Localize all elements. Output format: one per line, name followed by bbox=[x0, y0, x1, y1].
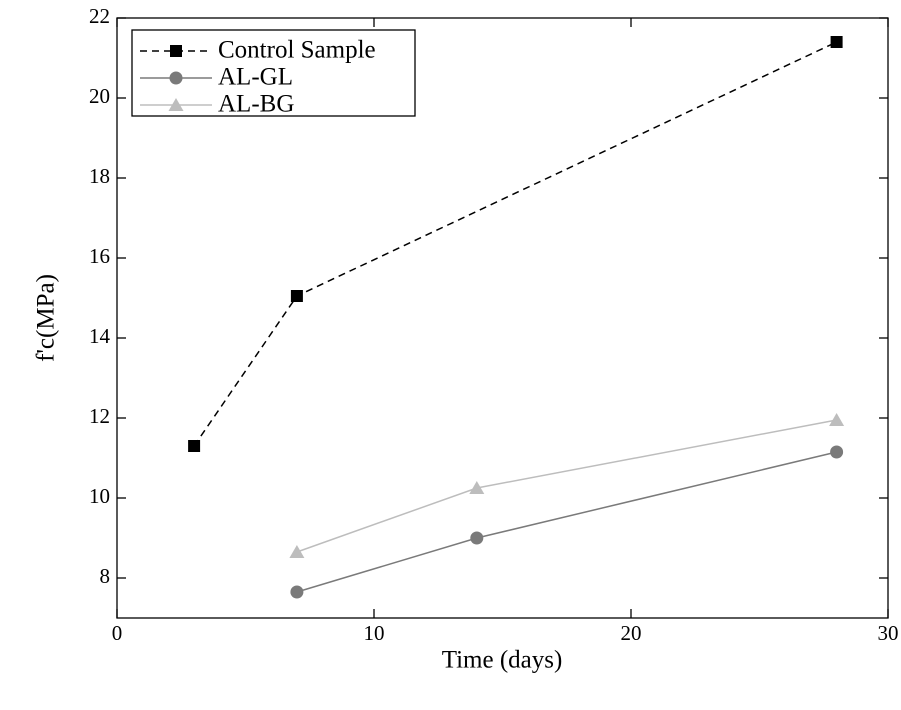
legend-label: Control Sample bbox=[218, 37, 376, 64]
x-tick-label: 10 bbox=[364, 621, 385, 645]
y-tick-label: 12 bbox=[89, 404, 110, 428]
marker bbox=[470, 531, 484, 545]
legend-label: AL-BG bbox=[218, 91, 294, 118]
y-axis-label: f'c(MPa) bbox=[33, 274, 60, 362]
marker bbox=[830, 36, 843, 48]
y-tick-label: 20 bbox=[89, 84, 110, 108]
x-axis-label: Time (days) bbox=[442, 647, 563, 674]
y-tick-label: 22 bbox=[89, 4, 110, 28]
x-tick-label: 30 bbox=[878, 621, 899, 645]
series-line bbox=[296, 451, 837, 593]
y-tick-label: 18 bbox=[89, 164, 110, 188]
marker bbox=[830, 445, 844, 459]
marker bbox=[290, 290, 303, 302]
x-tick-label: 20 bbox=[621, 621, 642, 645]
marker bbox=[469, 481, 485, 494]
marker bbox=[289, 545, 305, 558]
legend-marker bbox=[170, 45, 182, 57]
plot-frame bbox=[116, 17, 889, 619]
x-tick-label: 0 bbox=[112, 621, 123, 645]
y-tick-label: 10 bbox=[89, 484, 110, 508]
y-tick-label: 8 bbox=[100, 564, 111, 588]
y-tick-label: 14 bbox=[89, 324, 111, 348]
legend-label: AL-GL bbox=[218, 64, 293, 91]
series-line bbox=[296, 419, 837, 553]
marker bbox=[290, 585, 304, 599]
y-tick-label: 16 bbox=[89, 244, 110, 268]
marker bbox=[829, 413, 845, 426]
marker bbox=[188, 440, 201, 452]
legend-marker bbox=[169, 71, 183, 85]
legend-marker bbox=[168, 98, 184, 111]
